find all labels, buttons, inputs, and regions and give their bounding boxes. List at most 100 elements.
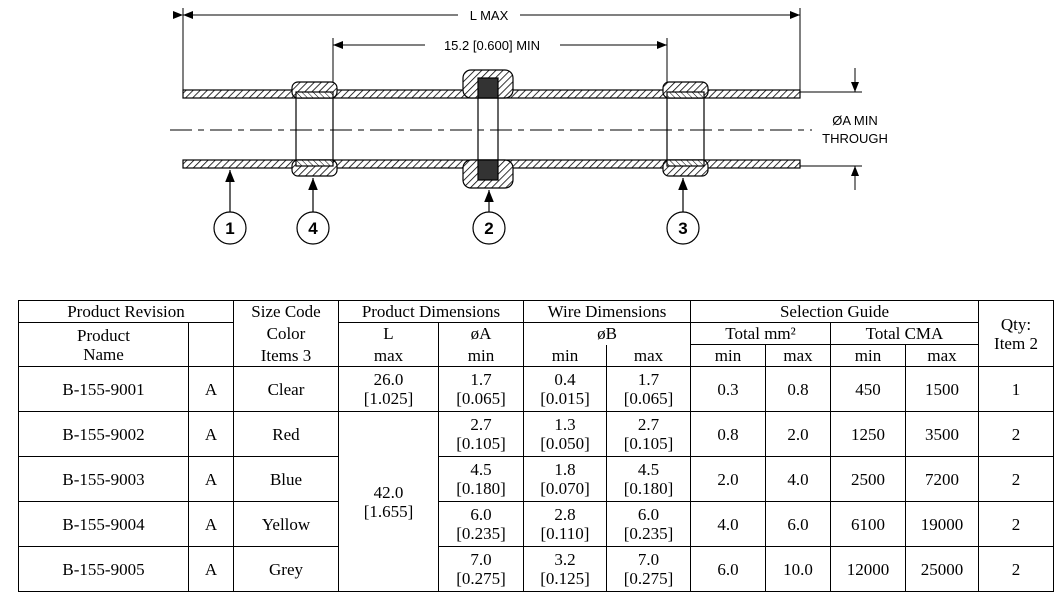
header-cell: min (830, 344, 906, 367)
cell-line: [1.655] (363, 501, 414, 521)
header-cell: Product Dimensions (338, 300, 524, 323)
cell: B-155-9001 (18, 366, 189, 412)
callout: 3 (678, 219, 687, 238)
cell: 4.0 (765, 456, 831, 502)
table-row: B-155-9005 A Grey 7.0 [0.275] 3.2 [0.125] 7.0 [0… (18, 546, 1054, 592)
header-cell: Total mm² (690, 322, 831, 345)
table-row: B-155-9004 A Yellow 6.0 [0.235] 2.8 [0.110] 6.0… (18, 501, 1054, 547)
cell-line: [0.235] (623, 524, 674, 543)
cell-line: [0.050] (540, 434, 590, 453)
header-text: Name (83, 344, 124, 364)
cell: 0.4 [0.015] (523, 366, 607, 412)
cell: 2.7 [0.105] (606, 411, 691, 457)
cell: 1250 (830, 411, 906, 457)
cell-line: 0.4 (554, 370, 576, 389)
table-row: B-155-9002 A Red 42.0 [1.655] 2.7 [0.105] 1.3 [0… (18, 411, 1054, 592)
cell: 2500 (830, 456, 906, 502)
cell: 450 (830, 366, 906, 412)
header-cell: Total CMA (830, 322, 979, 345)
cell: A (188, 501, 234, 547)
cell: 2.0 (765, 411, 831, 457)
cell: B-155-9004 (18, 501, 189, 547)
cell: 7.0 [0.275] (438, 546, 524, 592)
cell-line: 6.0 (637, 505, 660, 524)
cell-line: [0.275] (623, 569, 674, 588)
callout: 2 (484, 219, 493, 238)
header-cell: min (523, 344, 607, 367)
cell-line: [0.105] (623, 434, 674, 453)
cell: 19000 (905, 501, 979, 547)
cell-line: 7.0 (637, 550, 660, 569)
table-row: B-155-9001 A Clear 26.0 [1.025] 1.7 [0.065] 0.4… (18, 366, 1054, 412)
cell: Blue (233, 456, 339, 502)
tube (182, 69, 801, 189)
cell-line: 1.3 (554, 415, 576, 434)
header-cell: Items 3 (233, 344, 339, 367)
cell: 12000 (830, 546, 906, 592)
cell: 1 (978, 366, 1054, 412)
cell: 26.0 [1.025] (338, 366, 439, 412)
bore-label: ØA MIN (832, 113, 878, 128)
cell-line: 7.0 (470, 550, 492, 569)
cell-line: [0.125] (540, 569, 590, 588)
header-cell: L (338, 322, 439, 345)
cell-line: 1.8 (554, 460, 576, 479)
cell-line: 1.7 (637, 370, 660, 389)
header-cell: max (338, 344, 439, 367)
cell: 3.2 [0.125] (523, 546, 607, 592)
header-cell: max (765, 344, 831, 367)
cell-line: 1.7 (470, 370, 492, 389)
cell: 3500 (905, 411, 979, 457)
header-cell: min (438, 344, 524, 367)
cell: 1500 (905, 366, 979, 412)
cell: 6.0 (765, 501, 831, 547)
header-cell (188, 322, 234, 367)
cell: 6.0 (690, 546, 766, 592)
through-label: THROUGH (822, 131, 888, 146)
cell: 7200 (905, 456, 979, 502)
cell-line: [0.065] (623, 389, 674, 408)
cell: 0.8 (690, 411, 766, 457)
header-cell: Selection Guide (690, 300, 979, 323)
table-row: B-155-9003 A Blue 4.5 [0.180] 1.8 [0.070] 4.5 [0… (18, 456, 1054, 502)
cell-line: [0.105] (456, 434, 506, 453)
header-cell: øB (523, 322, 691, 345)
cell-line: 3.2 (554, 550, 576, 569)
callout: 1 (225, 219, 234, 238)
cell: Red (233, 411, 339, 457)
header-text: Qty: (1000, 314, 1032, 334)
cell-line: [0.235] (456, 524, 506, 543)
cell: 10.0 (765, 546, 831, 592)
cell-line: [0.275] (456, 569, 506, 588)
cell: 4.0 (690, 501, 766, 547)
cell: 1.7 [0.065] (438, 366, 524, 412)
table-body: B-155-9001 A Clear 26.0 [1.025] 1.7 [0.065] 0.4… (18, 366, 1054, 592)
drawing: L MAX 15.2 [0.600] MIN ØA MIN THROUGH 1 … (170, 6, 888, 245)
cell-line: 4.5 (637, 460, 660, 479)
cell: A (188, 456, 234, 502)
cell-line: [0.070] (540, 479, 590, 498)
cell: 7.0 [0.275] (606, 546, 691, 592)
cell: 1.3 [0.050] (523, 411, 607, 457)
header-cell: min (690, 344, 766, 367)
min-length-label: 15.2 [0.600] MIN (444, 38, 540, 53)
header-text: Product (77, 325, 130, 345)
cell: 4.5 [0.180] (606, 456, 691, 502)
cell-line: [0.180] (456, 479, 506, 498)
spec-table: Product Revision Size Code Product Dimen… (18, 300, 1054, 592)
cell-line: 4.5 (470, 460, 492, 479)
cell: 6.0 [0.235] (438, 501, 524, 547)
cell: 2 (978, 546, 1054, 592)
cell: A (188, 366, 234, 412)
cell: 6100 (830, 501, 906, 547)
cell: 2.8 [0.110] (523, 501, 607, 547)
cell: B-155-9002 (18, 411, 189, 457)
cell: 25000 (905, 546, 979, 592)
header-cell: Product Revision (18, 300, 234, 323)
cell: 2 (978, 501, 1054, 547)
header-cell: Wire Dimensions (523, 300, 691, 323)
cell: 4.5 [0.180] (438, 456, 524, 502)
cell: 6.0 [0.235] (606, 501, 691, 547)
cell-line: [0.180] (623, 479, 674, 498)
